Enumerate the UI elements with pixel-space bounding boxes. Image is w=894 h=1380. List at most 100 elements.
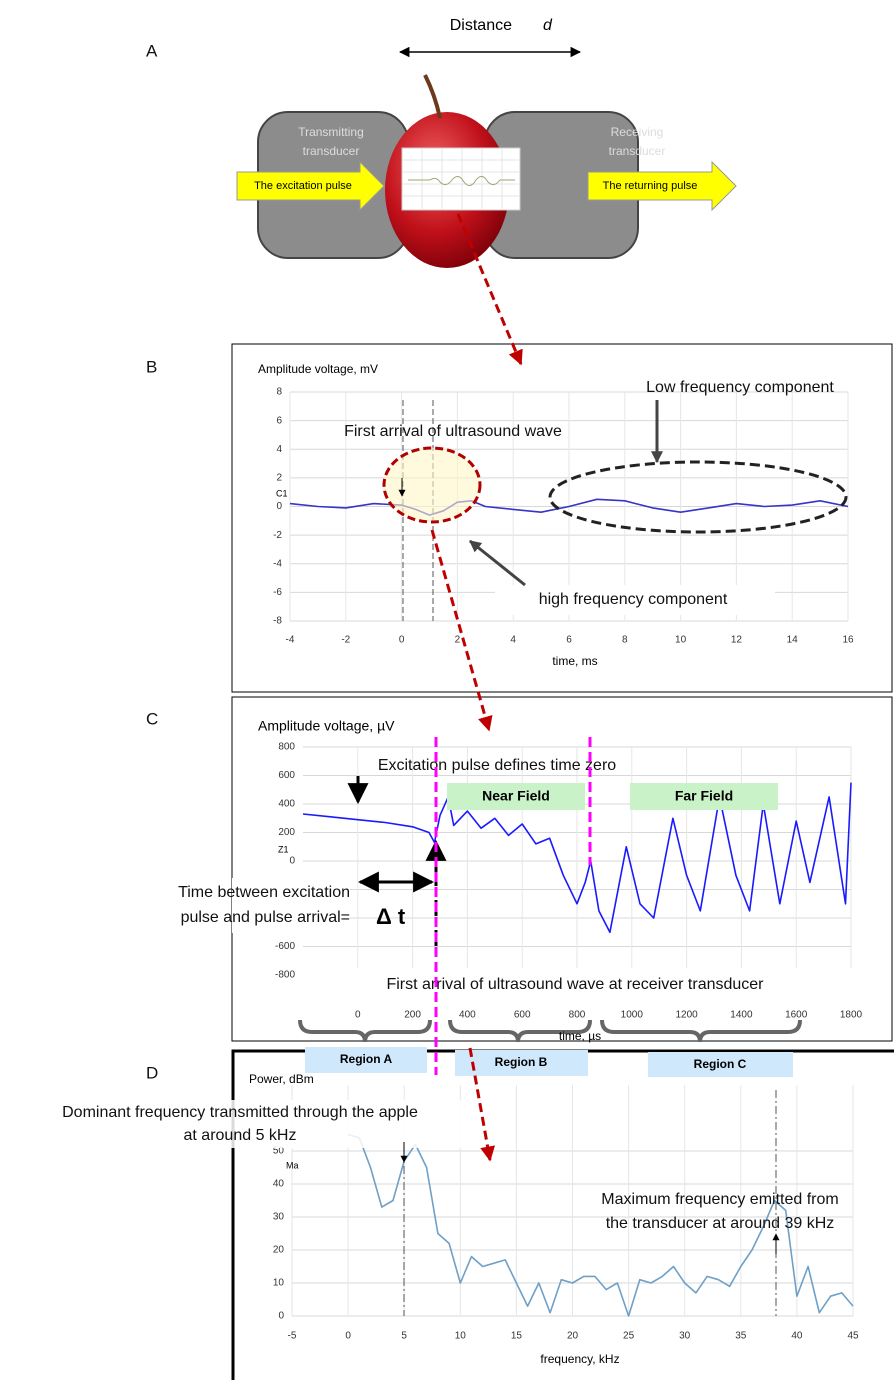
annotation: Low frequency component — [646, 379, 834, 396]
x-tick-label: 6 — [566, 635, 572, 646]
excitation-arrow — [236, 160, 385, 212]
y-tick-label: 600 — [278, 770, 295, 781]
apple-stem — [423, 74, 442, 119]
x-tick-label: 30 — [679, 1331, 691, 1342]
brace — [448, 1019, 592, 1043]
x-tick-label: 16 — [842, 635, 854, 646]
zone-label: Far Field — [675, 788, 733, 804]
axis-marker: Ma — [286, 1160, 299, 1170]
x-axis-title: time, µs — [559, 1029, 601, 1043]
region-box — [455, 1050, 588, 1076]
panel-label: A — [146, 41, 158, 60]
y-tick-label: 30 — [273, 1212, 285, 1223]
panel-a: Distance d Transmitting transducer Recei… — [236, 17, 737, 268]
annotation: Dominant frequency transmitted through t… — [62, 1104, 418, 1121]
x-tick-label: 14 — [787, 635, 799, 646]
y-axis-title: Power, dBm — [249, 1072, 314, 1086]
x-axis-title: frequency, kHz — [540, 1352, 619, 1366]
x-tick-label: -4 — [286, 635, 295, 646]
y-tick-label: -6 — [273, 587, 282, 598]
y-axis-title: Amplitude voltage, µV — [258, 718, 395, 734]
x-tick-label: 1600 — [785, 1010, 808, 1021]
x-tick-label: 1400 — [730, 1010, 753, 1021]
y-tick-label: 400 — [278, 799, 295, 810]
y-axis-title: Amplitude voltage, mV — [258, 362, 378, 376]
x-tick-label: 15 — [511, 1331, 523, 1342]
x-tick-label: 0 — [399, 635, 405, 646]
transducer-label: transducer — [303, 144, 360, 158]
y-tick-label: -2 — [273, 530, 282, 541]
brace — [298, 1019, 432, 1043]
y-tick-label: 20 — [273, 1245, 285, 1256]
brace — [600, 1019, 802, 1043]
y-tick-label: 0 — [276, 501, 282, 512]
y-tick-label: 200 — [278, 827, 295, 838]
delta-t: Δ t — [376, 904, 406, 929]
annotation-box — [232, 878, 350, 933]
x-tick-label: 800 — [569, 1010, 586, 1021]
y-tick-label: 4 — [276, 444, 282, 455]
region-label: Region B — [495, 1055, 548, 1069]
x-tick-label: 1200 — [675, 1010, 698, 1021]
low-frequency-ellipse — [548, 460, 848, 534]
x-tick-label: 40 — [791, 1331, 803, 1342]
panel-label: C — [146, 709, 158, 728]
x-tick-label: -5 — [288, 1331, 297, 1342]
x-tick-label: 200 — [404, 1010, 421, 1021]
y-tick-label: 8 — [276, 387, 282, 398]
annotation-arrow — [469, 539, 526, 587]
y-tick-label: -4 — [273, 558, 282, 569]
overlays: Amplitude voltage, mV time, ms C1 Low fr… — [0, 213, 852, 1366]
annotation: at around 5 kHz — [184, 1127, 297, 1144]
high-frequency-ellipse — [382, 446, 482, 524]
zone-box — [630, 783, 778, 810]
panel-frame — [231, 343, 893, 693]
y-tick-label: 800 — [278, 742, 295, 753]
connector-arrow — [468, 1047, 496, 1162]
annotation: high frequency component — [539, 591, 728, 608]
y-tick-label: -800 — [275, 970, 295, 981]
region-box — [305, 1047, 427, 1073]
x-tick-label: 1800 — [840, 1010, 863, 1021]
x-tick-label: 45 — [847, 1331, 859, 1342]
distance-label: Distance — [450, 17, 512, 34]
annotation: First arrival of ultrasound wave — [344, 423, 562, 440]
x-tick-label: 20 — [567, 1331, 579, 1342]
x-tick-label: 0 — [345, 1331, 351, 1342]
pulse-label: The returning pulse — [603, 180, 698, 192]
x-tick-label: 0 — [355, 1010, 361, 1021]
returning-arrow — [587, 160, 737, 212]
x-tick-label: 8 — [622, 635, 628, 646]
transducer-label: Transmitting — [298, 125, 364, 139]
y-tick-label: 40 — [273, 1179, 285, 1190]
x-tick-label: -2 — [341, 635, 350, 646]
axis-marker: C1 — [276, 488, 288, 498]
region-box — [648, 1052, 793, 1077]
x-tick-label: 5 — [401, 1331, 407, 1342]
annotation: the transducer at around 39 kHz — [606, 1215, 835, 1232]
axis-marker: Z1 — [278, 844, 289, 854]
x-tick-label: 25 — [623, 1331, 635, 1342]
annotation: Time between excitation — [178, 884, 350, 901]
x-tick-label: 35 — [735, 1331, 747, 1342]
x-tick-label: 10 — [455, 1331, 467, 1342]
annotation: Maximum frequency emitted from — [601, 1191, 838, 1208]
y-tick-label: 0 — [278, 1311, 284, 1322]
annotation: Excitation pulse defines time zero — [378, 757, 616, 774]
connector-arrow — [430, 529, 493, 732]
y-tick-label: 50 — [273, 1146, 285, 1157]
x-tick-label: 600 — [514, 1010, 531, 1021]
panel-label: B — [146, 357, 157, 376]
x-tick-label: 1000 — [621, 1010, 644, 1021]
annotation: pulse and pulse arrival= — [181, 909, 350, 926]
annotation-box — [0, 1100, 480, 1148]
annotation-box — [300, 968, 852, 1000]
zone-box — [447, 783, 585, 810]
transducer-label: transducer — [609, 144, 666, 158]
y-tick-label: -8 — [273, 616, 282, 627]
region-label: Region A — [340, 1052, 393, 1066]
y-tick-label: 2 — [276, 473, 282, 484]
zone-label: Near Field — [482, 788, 550, 804]
